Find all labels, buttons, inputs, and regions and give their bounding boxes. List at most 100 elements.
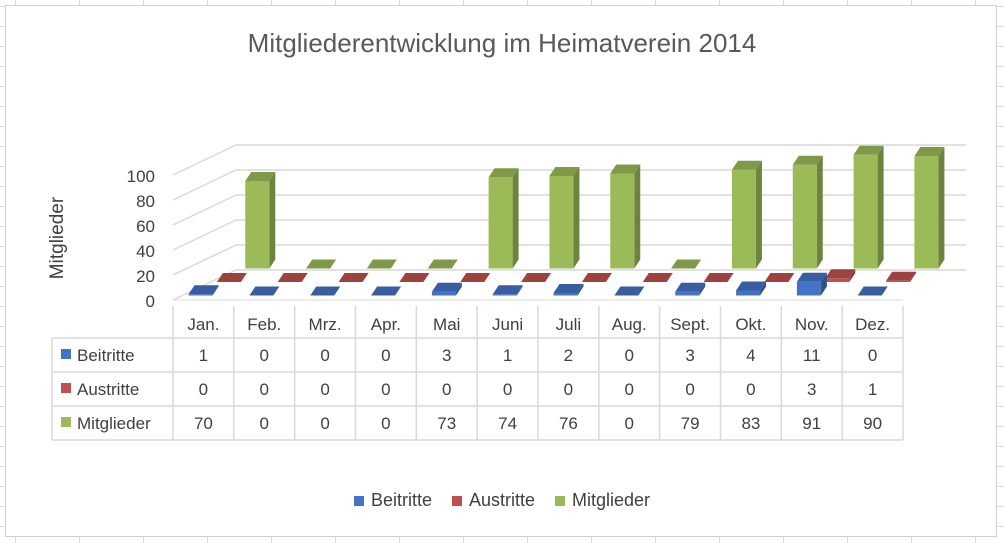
legend-item: Austritte bbox=[451, 490, 536, 511]
bar-top bbox=[549, 167, 580, 176]
bar-front bbox=[914, 156, 939, 269]
data-label: 1 bbox=[503, 346, 512, 365]
bar-side bbox=[516, 285, 523, 296]
data-label: 0 bbox=[381, 346, 390, 365]
data-label: 0 bbox=[320, 414, 329, 433]
gridline-side bbox=[172, 194, 237, 226]
bar-mitglieder-Juni bbox=[549, 167, 580, 269]
bar-beitritte-Mai bbox=[431, 282, 462, 296]
table-swatch bbox=[61, 349, 71, 359]
data-label: 0 bbox=[381, 380, 390, 399]
bar-austritte-Dez. bbox=[886, 271, 917, 282]
bar-top bbox=[886, 271, 917, 281]
bar-top bbox=[249, 286, 280, 296]
y-tick-label: 0 bbox=[146, 292, 155, 311]
data-label: 91 bbox=[802, 414, 821, 433]
bar-side bbox=[760, 281, 767, 296]
bar-top bbox=[371, 286, 402, 296]
bar-top bbox=[310, 286, 341, 296]
table-series-name: Mitglieder bbox=[77, 414, 151, 433]
table-swatch bbox=[61, 417, 71, 427]
data-label: 79 bbox=[681, 414, 700, 433]
legend: Beitritte Austritte Mitglieder bbox=[0, 490, 1004, 511]
bar-front bbox=[886, 280, 911, 282]
data-label: 0 bbox=[320, 346, 329, 365]
bars bbox=[188, 145, 945, 296]
gridline-side bbox=[172, 244, 237, 276]
bar-mitglieder-Mai bbox=[488, 168, 519, 269]
legend-swatch bbox=[555, 495, 566, 506]
data-label: 2 bbox=[564, 346, 573, 365]
bar-side bbox=[820, 272, 827, 296]
bar-mitglieder-Juli bbox=[610, 164, 641, 269]
legend-label: Mitglieder bbox=[572, 490, 651, 510]
bar-front bbox=[731, 169, 756, 269]
data-label: 70 bbox=[194, 414, 213, 433]
bar-top bbox=[521, 273, 552, 282]
bar-top bbox=[675, 282, 706, 292]
data-label: 0 bbox=[625, 380, 634, 399]
gridline-side bbox=[172, 219, 237, 251]
legend-item: Beitritte bbox=[353, 490, 432, 511]
y-tick-label: 40 bbox=[136, 242, 155, 261]
bar-front bbox=[553, 293, 578, 296]
data-label: 3 bbox=[442, 346, 451, 365]
x-tick-label: Feb. bbox=[247, 315, 281, 334]
y-axis-ticks: 0 20 40 60 80 100 bbox=[127, 167, 155, 311]
data-label: 0 bbox=[199, 380, 208, 399]
bar-top bbox=[610, 164, 641, 174]
data-label: 0 bbox=[260, 380, 269, 399]
bar-top bbox=[671, 259, 702, 269]
bar-top bbox=[614, 286, 645, 296]
bar-beitritte-Okt. bbox=[736, 281, 767, 296]
bar-austritte-Mai bbox=[460, 273, 491, 282]
bar-front bbox=[853, 154, 878, 269]
bar-beitritte-Apr. bbox=[371, 286, 402, 296]
bar-side bbox=[212, 285, 219, 296]
bar-top bbox=[188, 285, 219, 295]
bar-front bbox=[736, 290, 761, 296]
bar-austritte-Sept. bbox=[703, 273, 734, 282]
bar-front bbox=[188, 294, 213, 296]
data-label: 0 bbox=[625, 346, 634, 365]
bar-mitglieder-Okt. bbox=[792, 155, 823, 269]
table-series-name: Beitritte bbox=[77, 346, 135, 365]
data-label: 90 bbox=[863, 414, 882, 433]
bar-top bbox=[245, 172, 276, 181]
bar-top bbox=[857, 286, 888, 296]
data-label: 4 bbox=[746, 346, 755, 365]
data-label: 0 bbox=[503, 380, 512, 399]
x-tick-label: Mai bbox=[433, 315, 460, 334]
table-swatch bbox=[61, 383, 71, 393]
data-label: 76 bbox=[559, 414, 578, 433]
bar-mitglieder-Sept. bbox=[731, 160, 762, 269]
legend-label: Austritte bbox=[468, 490, 536, 510]
bar-front bbox=[792, 164, 817, 269]
bar-side bbox=[699, 282, 706, 296]
bar-austritte-Apr. bbox=[399, 273, 430, 282]
bar-top bbox=[736, 281, 767, 291]
bar-front bbox=[245, 181, 270, 269]
data-label: 3 bbox=[685, 346, 694, 365]
data-table: Jan. Feb. Mrz. Apr. Mai Juni Juli Aug. Sept. Okt.… bbox=[51, 306, 904, 441]
bar-side bbox=[938, 147, 945, 269]
x-tick-label: Aug. bbox=[612, 315, 647, 334]
bar-top bbox=[764, 273, 795, 282]
x-tick-label: Sept. bbox=[670, 315, 710, 334]
bar-top bbox=[914, 147, 945, 156]
x-tick-label: Dez. bbox=[855, 315, 890, 334]
bar-beitritte-Jan. bbox=[188, 285, 219, 296]
bar-mitglieder-Feb. bbox=[306, 259, 337, 269]
bar-front bbox=[610, 173, 635, 269]
y-tick-label: 60 bbox=[136, 217, 155, 236]
bar-mitglieder-Apr. bbox=[427, 259, 458, 269]
bar-beitritte-Juni bbox=[492, 285, 523, 296]
y-tick-label: 80 bbox=[136, 192, 155, 211]
x-tick-label: Mrz. bbox=[309, 315, 342, 334]
legend-swatch bbox=[353, 495, 364, 506]
bar-side bbox=[269, 172, 276, 269]
x-tick-label: Juli bbox=[556, 315, 582, 334]
bar-beitritte-Dez. bbox=[857, 286, 888, 296]
bar-austritte-Aug. bbox=[642, 273, 673, 282]
bar-mitglieder-Nov. bbox=[853, 145, 884, 269]
